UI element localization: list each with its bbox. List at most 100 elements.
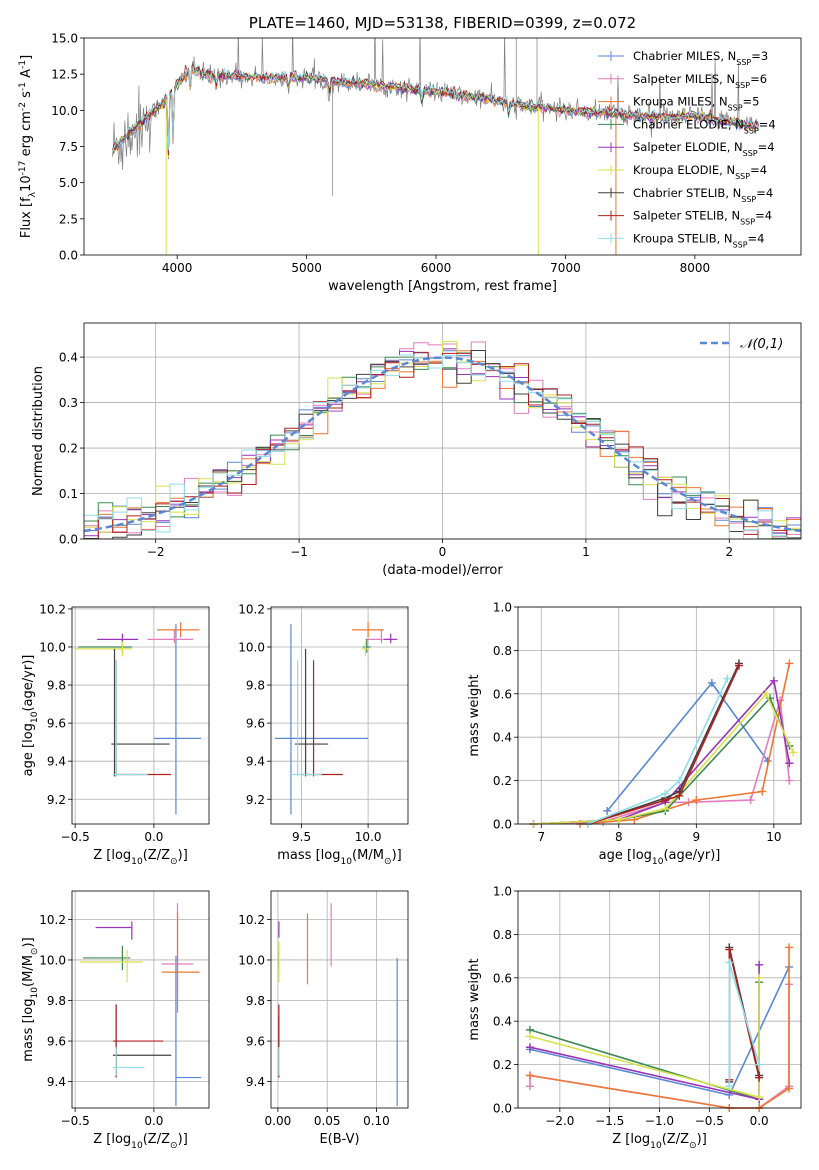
y-tick-label: 9.8: [47, 679, 66, 693]
y-tick-label: 1.0: [493, 601, 512, 615]
weight-marker: [525, 1071, 534, 1080]
y-tick-label: 0.4: [493, 731, 512, 745]
x-tick-label: 1: [582, 545, 590, 559]
y-axis-label: Flux [fλ10-17 erg cm-2 s-1 A-1]: [18, 55, 38, 238]
errorbar-point: [175, 955, 202, 1106]
weight-vs-z-panel: −2.0 −1.5 −1.0 −0.5 0.0 0.0 0.2 0.4 0.6 0.8 1.0 Z […: [467, 885, 802, 1151]
weight-marker: [758, 787, 767, 796]
x-tick-label: 9: [693, 830, 701, 844]
weight-marker: [755, 1093, 764, 1102]
errorbar-point: [157, 622, 200, 638]
weight-line-kroupa-elodie: [529, 977, 760, 1099]
y-tick-label: 9.4: [246, 1075, 265, 1089]
weight-marker: [707, 678, 716, 687]
weight-line-kroupa-elodie: [533, 692, 794, 825]
y-tick-label: 0.3: [59, 396, 78, 410]
legend-label: Chabrier ELODIE, NSSP=4: [633, 117, 776, 135]
weight-marker: [755, 960, 764, 969]
y-tick-label: 10.0: [238, 953, 265, 967]
axes-frame: [270, 606, 409, 825]
y-tick-label: 0.0: [59, 533, 78, 547]
axes-frame: [83, 37, 802, 256]
x-tick-label: 8000: [680, 261, 711, 275]
weight-line-chabrier-stelib: [587, 663, 740, 825]
errorbar-point: [274, 624, 369, 815]
y-tick-label: 0.8: [493, 644, 512, 658]
weight-marker: [525, 1032, 534, 1041]
weight-marker: [785, 776, 794, 785]
legend-label: Chabrier STELIB, NSSP=4: [633, 186, 773, 204]
weight-line-salpeter-elodie: [529, 964, 760, 1101]
errorbar-point: [112, 660, 172, 777]
x-tick-label: 8: [615, 830, 623, 844]
x-tick-label: 0.0: [144, 830, 163, 844]
y-tick-label: 9.2: [47, 793, 66, 807]
y-tick-label: 10.2: [238, 602, 265, 616]
weight-marker: [675, 776, 684, 785]
y-axis-label: age [log10(age/yr)]: [21, 655, 40, 777]
x-axis-label: Z [log10(Z/Z⊙)]: [93, 1132, 188, 1151]
x-tick-label: −0.5: [61, 830, 90, 844]
weight-marker: [785, 943, 794, 952]
weight-marker: [525, 1043, 534, 1052]
errorbar-point: [294, 648, 329, 777]
weight-marker: [785, 759, 794, 768]
x-axis-label: mass [log10(M/M⊙)]: [277, 848, 401, 867]
y-tick-label: 9.4: [246, 755, 265, 769]
y-tick-label: 10.0: [51, 104, 78, 118]
weight-marker: [734, 661, 743, 670]
weight-marker: [755, 973, 764, 982]
y-tick-label: 0.2: [493, 1058, 512, 1072]
y-tick-label: 0.2: [59, 442, 78, 456]
y-tick-label: 9.6: [246, 717, 265, 731]
x-tick-label: −0.5: [695, 1114, 724, 1128]
mass-vs-z-panel: −0.5 0.0 9.4 9.6 9.8 10.0 10.2 Z [log10(Z/Z⊙)] m…: [21, 890, 210, 1151]
x-tick-label: 0: [439, 545, 447, 559]
weight-marker: [661, 789, 670, 798]
y-axis-label: mass weight: [467, 958, 482, 1040]
legend-label: Kroupa ELODIE, NSSP=4: [633, 163, 767, 181]
weight-marker: [725, 1082, 734, 1091]
errorbar-point: [153, 624, 202, 815]
weight-marker: [692, 796, 701, 805]
chart-title: PLATE=1460, MJD=53138, FIBERID=0399, z=0…: [249, 14, 636, 32]
weight-line-kroupa-stelib: [728, 962, 760, 1087]
errorbar-point: [78, 639, 132, 653]
x-tick-label: 4000: [162, 261, 193, 275]
x-tick-label: 0.10: [363, 1114, 390, 1128]
model-line-kroupa-stelib: [112, 63, 759, 152]
y-tick-label: 5.0: [59, 176, 78, 190]
y-tick-label: 10.0: [39, 953, 66, 967]
weight-marker: [762, 689, 771, 698]
y-tick-label: 0.0: [59, 249, 78, 263]
x-axis-label: E(B-V): [319, 1132, 359, 1147]
y-tick-label: 9.4: [47, 755, 66, 769]
errorbar-point: [79, 949, 143, 983]
y-tick-label: 9.6: [47, 717, 66, 731]
y-tick-label: 0.2: [493, 774, 512, 788]
y-tick-label: 9.8: [246, 679, 265, 693]
x-tick-label: −2: [147, 545, 165, 559]
y-tick-label: 15.0: [51, 32, 78, 46]
weight-marker: [525, 1082, 534, 1091]
y-tick-label: 10.2: [238, 913, 265, 927]
weight-marker: [725, 945, 734, 954]
legend-item: Kroupa STELIB, NSSP=4: [598, 231, 764, 249]
errorbar-point: [112, 1047, 145, 1076]
weight-marker: [725, 958, 734, 967]
errorbar-point: [111, 648, 170, 777]
errorbar-point: [361, 641, 370, 657]
x-tick-label: 0.0: [144, 1114, 163, 1128]
x-tick-label: 9.5: [292, 830, 311, 844]
y-tick-label: 9.6: [246, 1035, 265, 1049]
legend-label: Chabrier MILES, NSSP=3: [633, 49, 768, 67]
x-axis-label: Z [log10(Z/Z⊙)]: [93, 848, 188, 867]
y-tick-label: 10.2: [39, 602, 66, 616]
y-tick-label: 10.2: [39, 913, 66, 927]
y-tick-label: 0.6: [493, 687, 512, 701]
weight-vs-age-panel: 7 8 9 10 0.0 0.2 0.4 0.6 0.8 1.0 age [log10(age/yr…: [467, 601, 802, 867]
legend-item: Chabrier ELODIE, NSSP=4: [598, 117, 776, 135]
y-axis-label: mass [log10(M/M⊙)]: [21, 937, 40, 1061]
axes-frame: [71, 890, 210, 1109]
y-tick-label: 0.0: [493, 1102, 512, 1116]
